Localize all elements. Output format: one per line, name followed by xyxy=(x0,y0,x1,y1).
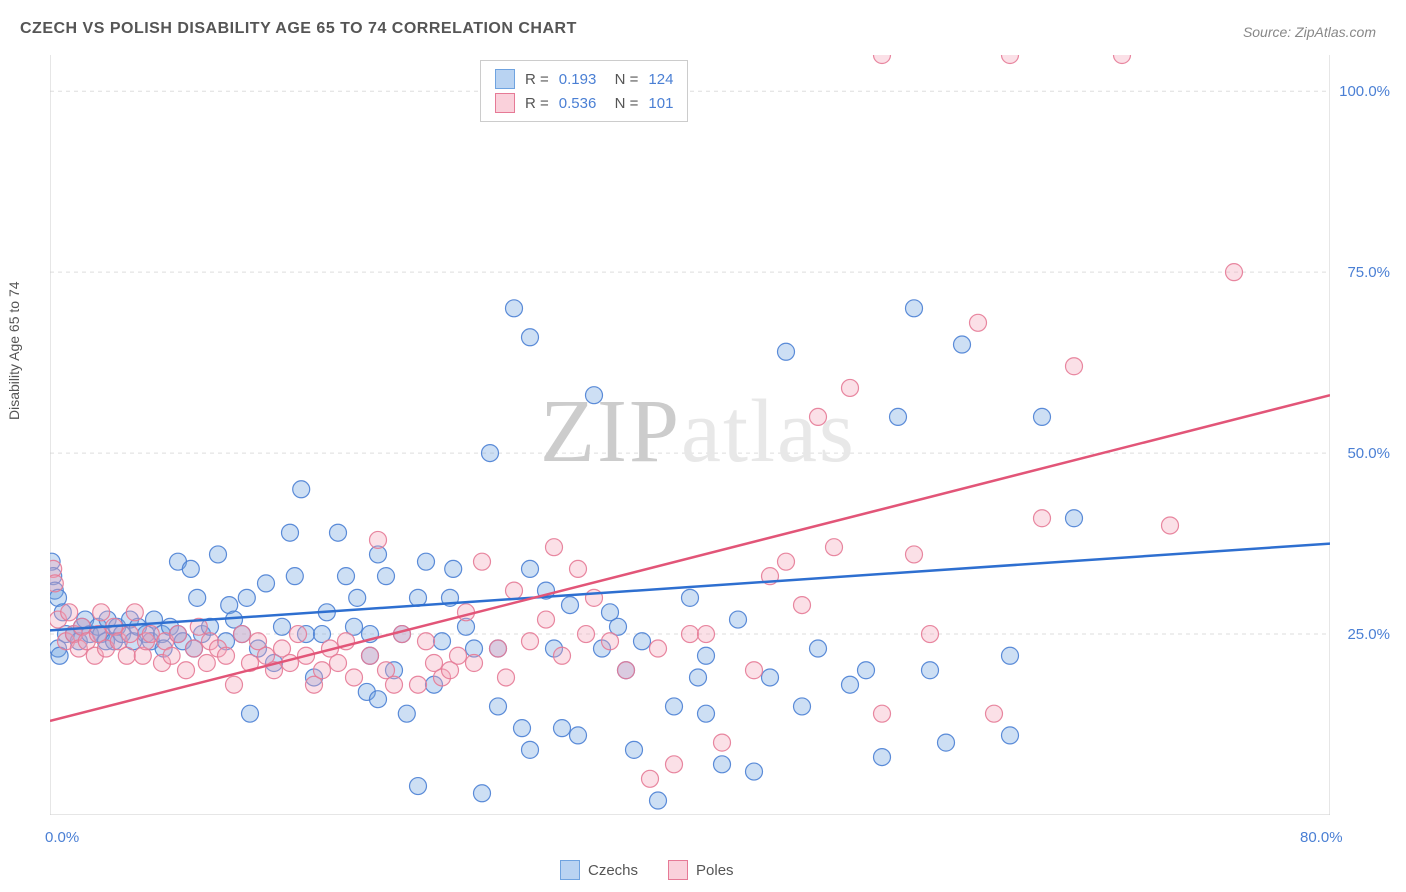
chart-title: CZECH VS POLISH DISABILITY AGE 65 TO 74 … xyxy=(20,20,577,38)
legend-r-value: 0.536 xyxy=(559,95,597,112)
legend-r-label: R = xyxy=(525,95,549,112)
legend-n-label: N = xyxy=(606,71,638,88)
legend-r-label: R = xyxy=(525,71,549,88)
series-legend: Czechs Poles xyxy=(560,860,734,880)
series-legend-label: Poles xyxy=(696,862,734,879)
legend-swatch xyxy=(495,69,515,89)
y-tick-label: 25.0% xyxy=(1347,626,1390,643)
x-tick-label: 0.0% xyxy=(45,829,79,846)
legend-r-value: 0.193 xyxy=(559,71,597,88)
y-axis-label: Disability Age 65 to 74 xyxy=(6,281,22,420)
y-tick-label: 75.0% xyxy=(1347,264,1390,281)
legend-row: R = 0.536 N = 101 xyxy=(495,91,673,115)
legend-n-value: 124 xyxy=(648,71,673,88)
series-legend-item: Poles xyxy=(668,860,734,880)
legend-n-label: N = xyxy=(606,95,638,112)
legend-row: R = 0.193 N = 124 xyxy=(495,67,673,91)
y-tick-label: 50.0% xyxy=(1347,445,1390,462)
legend-swatch xyxy=(495,93,515,113)
legend-n-value: 101 xyxy=(648,95,673,112)
legend-swatch xyxy=(668,860,688,880)
scatter-plot-svg xyxy=(50,55,1330,815)
x-tick-label: 80.0% xyxy=(1300,829,1343,846)
correlation-legend: R = 0.193 N = 124R = 0.536 N = 101 xyxy=(480,60,688,122)
series-legend-item: Czechs xyxy=(560,860,638,880)
y-tick-label: 100.0% xyxy=(1339,83,1390,100)
source-attribution: Source: ZipAtlas.com xyxy=(1243,24,1376,40)
series-legend-label: Czechs xyxy=(588,862,638,879)
legend-swatch xyxy=(560,860,580,880)
